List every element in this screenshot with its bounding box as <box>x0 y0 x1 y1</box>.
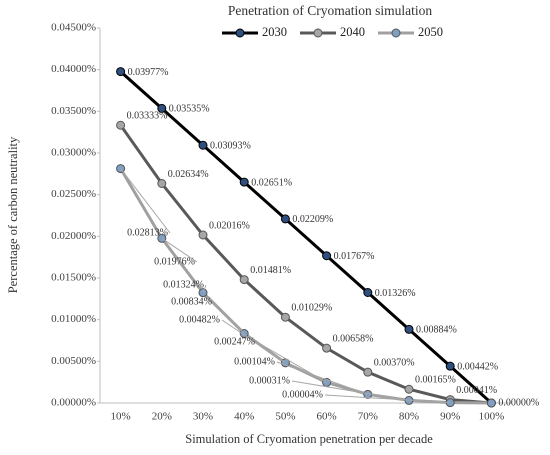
legend-label: 2050 <box>418 25 443 39</box>
data-label: 0.02813% <box>127 227 168 238</box>
legend-marker <box>391 28 401 38</box>
series-line <box>119 70 493 405</box>
y-tick-label: 0.01000% <box>51 313 96 325</box>
x-tick-label: 80% <box>399 411 419 423</box>
data-label: 0.02651% <box>251 177 292 188</box>
data-label: 0.00000% <box>498 397 539 408</box>
data-label: 0.00370% <box>374 357 415 368</box>
legend-marker <box>235 28 245 38</box>
marker <box>157 179 167 188</box>
data-label: 0.03093% <box>210 141 251 152</box>
marker <box>280 312 290 322</box>
y-tick-label: 0.01500% <box>51 272 96 284</box>
data-label: 0.00247% <box>214 336 255 347</box>
legend-label: 2040 <box>340 25 365 39</box>
data-label: 0.00004% <box>282 389 323 400</box>
data-label: 0.01029% <box>291 303 332 314</box>
marker <box>363 367 373 377</box>
data-label: 0.00031% <box>249 375 290 386</box>
data-label: 0.00442% <box>457 361 498 372</box>
y-tick-label: 0.00000% <box>51 397 96 409</box>
x-tick-label: 50% <box>275 411 295 423</box>
x-tick-label: 90% <box>440 411 460 423</box>
marker <box>198 140 208 150</box>
data-label: 0.02634% <box>168 169 209 180</box>
leader-line <box>276 361 368 395</box>
marker <box>280 214 290 224</box>
legend-marker <box>313 28 323 38</box>
y-tick-label: 0.03000% <box>51 147 96 159</box>
x-tick-label: 100% <box>479 411 505 423</box>
data-label: 0.01976% <box>154 256 195 267</box>
leader-line <box>291 380 410 401</box>
data-label: 0.02016% <box>209 220 250 231</box>
marker <box>157 103 167 113</box>
data-label: 0.01324% <box>163 279 204 290</box>
data-label: 0.03535% <box>169 104 210 115</box>
marker <box>322 251 332 261</box>
marker <box>116 120 126 130</box>
marker <box>486 398 496 408</box>
x-tick-label: 20% <box>152 411 172 423</box>
marker <box>198 230 208 240</box>
marker <box>445 361 455 371</box>
data-label: 0.00884% <box>416 325 457 336</box>
leader-line <box>221 319 286 364</box>
data-label: 0.03977% <box>128 67 169 78</box>
data-label: 0.01481% <box>250 265 291 276</box>
marker <box>363 288 373 297</box>
legend-label: 2030 <box>262 25 287 39</box>
data-label: 0.02209% <box>292 214 333 225</box>
leader-line <box>324 394 451 404</box>
series-line <box>119 124 492 405</box>
data-label: 0.00834% <box>171 296 212 307</box>
data-label: 0.01326% <box>375 288 416 299</box>
leader-line <box>202 284 207 293</box>
y-tick-label: 0.04000% <box>51 63 96 75</box>
marker <box>116 67 126 77</box>
y-tick-label: 0.02000% <box>51 230 96 242</box>
y-tick-label: 0.03500% <box>51 105 96 117</box>
x-tick-label: 60% <box>317 411 337 423</box>
data-label: 0.00041% <box>456 385 497 396</box>
marker <box>322 343 332 353</box>
data-label: 0.00658% <box>333 333 374 344</box>
marker <box>239 275 249 285</box>
x-tick-label: 30% <box>193 411 213 423</box>
marker <box>239 177 249 187</box>
chart-title: Penetration of Cryomation simulation <box>228 3 433 18</box>
x-tick-label: 10% <box>111 411 131 423</box>
data-label: 0.00482% <box>179 314 220 325</box>
marker <box>404 324 414 334</box>
data-label: 0.00165% <box>415 375 456 386</box>
y-tick-label: 0.00500% <box>51 355 96 367</box>
marker <box>404 384 414 394</box>
leader-line <box>213 301 245 334</box>
x-axis-label: Simulation of Cryomation penetration per… <box>185 432 433 446</box>
leader-line <box>161 237 198 263</box>
x-tick-label: 40% <box>234 411 254 423</box>
y-axis-label: Percentage of carbon neutrality <box>6 136 20 293</box>
data-label: 0.01767% <box>334 251 375 262</box>
data-label: 0.03333% <box>127 111 168 122</box>
y-tick-label: 0.02500% <box>51 188 96 200</box>
x-tick-label: 70% <box>358 411 378 423</box>
data-label: 0.00104% <box>234 356 275 367</box>
leader-line <box>120 168 171 234</box>
y-tick-label: 0.04500% <box>51 22 96 34</box>
